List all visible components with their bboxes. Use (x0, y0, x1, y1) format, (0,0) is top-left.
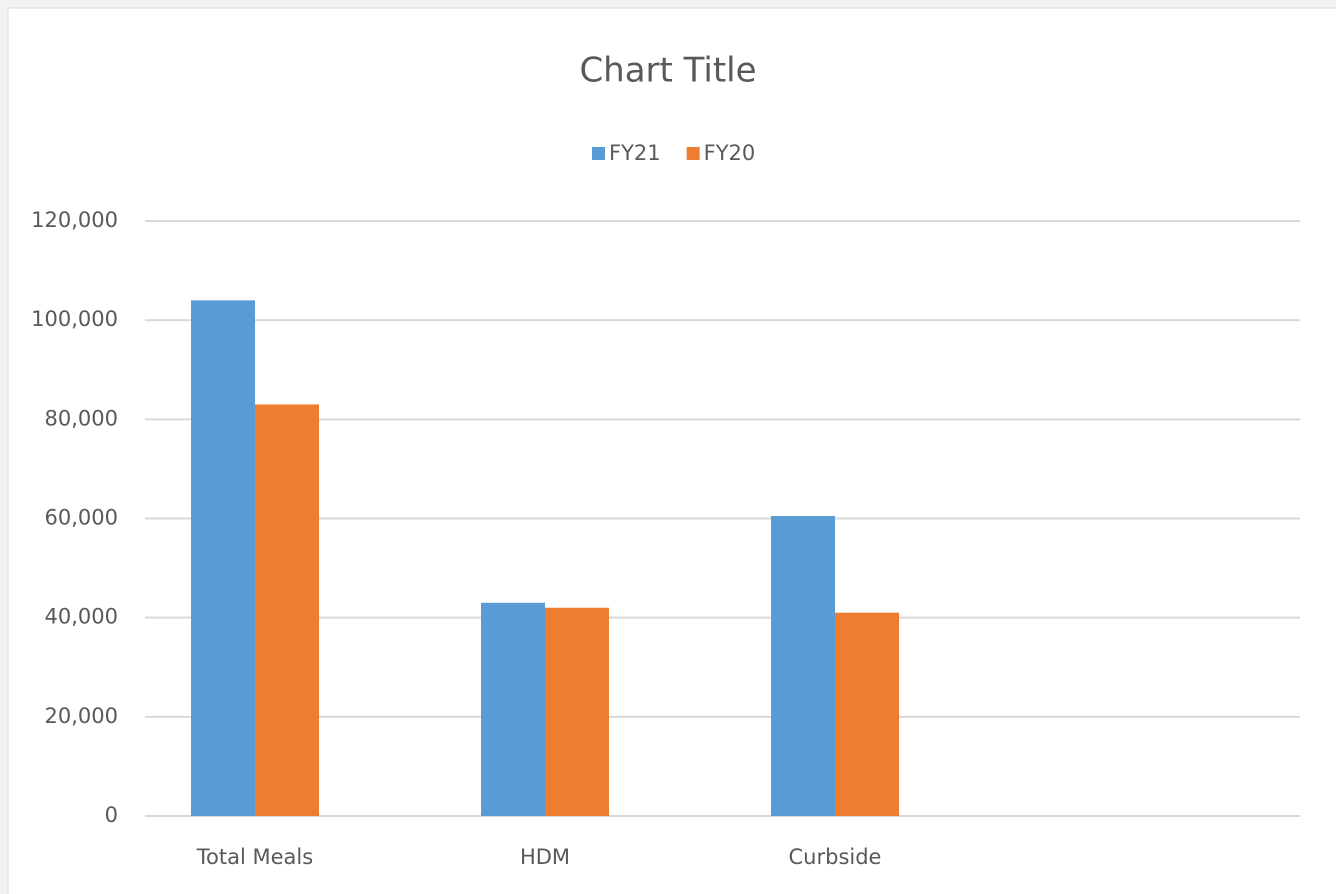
y-tick-label: 20,000 (45, 704, 118, 728)
legend-swatch (592, 147, 605, 160)
legend-label: FY20 (704, 141, 756, 165)
x-tick-label: HDM (520, 845, 570, 869)
bar (545, 607, 609, 816)
bar (255, 404, 319, 816)
bar (481, 602, 545, 816)
y-tick-label: 100,000 (31, 307, 118, 331)
bar (191, 300, 255, 816)
y-tick-label: 80,000 (45, 406, 118, 430)
legend-swatch (686, 147, 700, 160)
y-tick-label: 40,000 (45, 605, 118, 629)
bar (835, 612, 899, 816)
chart-title: Chart Title (579, 51, 756, 91)
y-tick-label: 0 (105, 803, 118, 827)
x-tick-label: Curbside (789, 845, 882, 869)
y-tick-label: 120,000 (31, 208, 118, 232)
y-tick-label: 60,000 (45, 506, 118, 530)
bar (771, 516, 835, 816)
x-tick-label: Total Meals (196, 845, 313, 869)
legend-label: FY21 (609, 141, 661, 165)
